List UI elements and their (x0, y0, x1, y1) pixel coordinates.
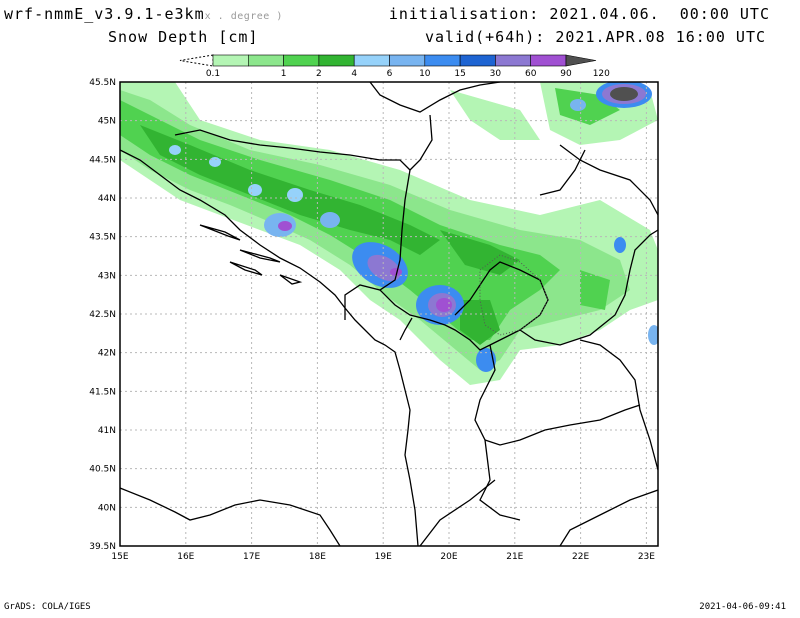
longitude-label: 18E (309, 552, 326, 562)
init-time: initialisation: 2021.04.06. 00:00 UTC (388, 5, 770, 23)
legend-label: 1 (281, 69, 287, 79)
longitude-label: 20E (440, 552, 457, 562)
latitude-label: 42.5N (89, 310, 116, 320)
legend-label: 0.1 (206, 69, 220, 79)
legend-label: 60 (525, 69, 537, 79)
longitude-label: 22E (572, 552, 589, 562)
latitude-label: 39.5N (89, 542, 116, 552)
legend-label: 90 (560, 69, 572, 79)
legend-label: 10 (419, 69, 431, 79)
latitude-label: 40.5N (89, 465, 116, 475)
longitude-label: 15E (111, 552, 128, 562)
latitude-label: 44N (98, 194, 116, 204)
kosovo-border (479, 254, 549, 336)
longitude-label: 21E (506, 552, 523, 562)
country-borders (120, 82, 658, 546)
latitude-label: 41.5N (89, 387, 116, 397)
legend-label: 4 (351, 69, 357, 79)
model-subtitle: x . degree ) (204, 11, 283, 22)
latitude-label: 45N (98, 117, 116, 127)
legend-label: 30 (490, 69, 502, 79)
latitude-label: 41N (98, 426, 116, 436)
latitude-labels: 45.5N 45N 44.5N 44N 43.5N 43N 42.5N 42N 41.5N 41N… (89, 78, 116, 552)
longitude-label: 17E (243, 552, 260, 562)
latitude-label: 45.5N (89, 78, 116, 88)
longitude-labels: 15E 16E 17E 18E 19E 20E 21E 22E 23E (111, 552, 655, 562)
latitude-label: 43N (98, 271, 116, 281)
footer-credit: GrADS: COLA/IGES (4, 602, 91, 612)
model-title: wrf-nmmE_v3.9.1-e3kmx . degree ) (4, 5, 283, 23)
footer-timestamp: 2021-04-06-09:41 (699, 602, 786, 612)
legend-label: 15 (454, 69, 465, 79)
legend-label: 120 (593, 69, 610, 79)
longitude-label: 19E (375, 552, 392, 562)
variable-title: Snow Depth [cm] (108, 28, 259, 46)
latitude-label: 42N (98, 349, 116, 359)
valid-time: valid(+64h): 2021.APR.08 16:00 UTC (424, 28, 766, 46)
grid-lines (120, 82, 658, 546)
longitude-label: 16E (177, 552, 194, 562)
latitude-label: 40N (98, 503, 116, 513)
longitude-label: 23E (638, 552, 655, 562)
legend-label: 2 (316, 69, 322, 79)
legend-label: 6 (387, 69, 393, 79)
latitude-label: 43.5N (89, 233, 116, 243)
color-legend: 0.1 1 2 4 6 10 15 30 60 90 120 (179, 54, 610, 79)
latitude-label: 44.5N (89, 155, 116, 165)
legend-right-arrow (565, 54, 597, 67)
map-frame (119, 81, 659, 547)
snow-field (120, 82, 658, 385)
